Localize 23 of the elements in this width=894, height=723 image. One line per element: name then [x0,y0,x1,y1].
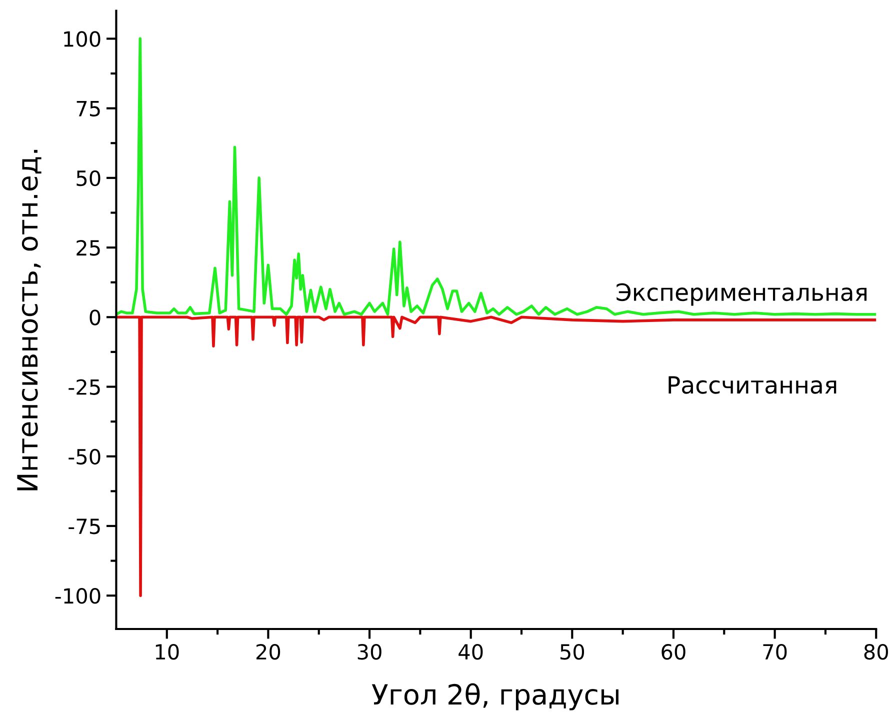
series-label: Экспериментальная [616,283,867,306]
x-tick-label: 60 [662,644,686,660]
y-tick-label: -25 [68,379,100,395]
x-tick-label: 40 [458,644,483,660]
y-axis-title: Интенсивность, отн.ед. [17,150,42,490]
y-tick-label: -50 [68,448,100,465]
x-axis-title: Угол 2θ, градусы [372,683,618,710]
x-tick-label: 10 [156,644,179,660]
y-tick-label: -75 [68,518,100,534]
x-tick-label: 20 [256,644,280,660]
y-tick-label: 0 [90,310,100,326]
line-series [116,37,876,316]
x-tick-label: 30 [358,644,382,660]
x-tick-label: 50 [560,644,584,660]
y-tick-label: 25 [76,240,100,256]
x-tick-label: 70 [763,644,787,660]
y-tick-label: 100 [64,31,100,47]
line-series [116,316,876,597]
y-tick-label: 50 [76,170,100,186]
y-tick-label: -100 [55,588,100,604]
y-tick-label: 75 [76,101,100,117]
text: Рассчитанная [668,376,836,394]
x-tick-label: 80 [864,644,888,660]
